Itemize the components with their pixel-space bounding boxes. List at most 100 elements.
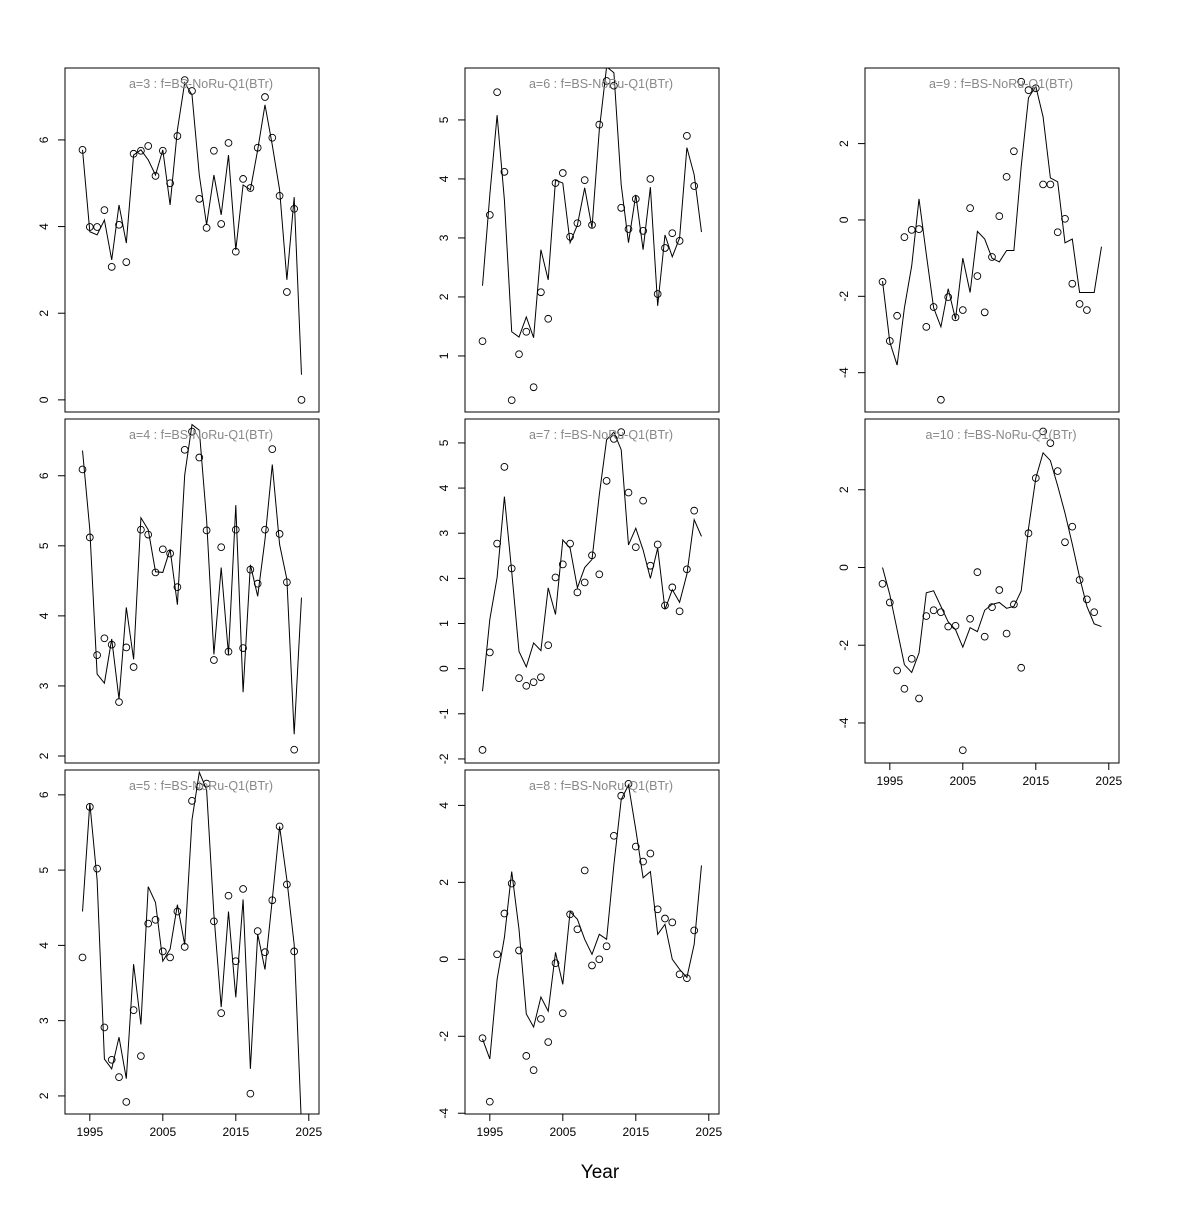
data-point <box>115 1073 123 1081</box>
data-point <box>558 560 567 569</box>
data-point <box>478 337 487 346</box>
data-point <box>958 306 967 314</box>
x-tick-label: 1995 <box>476 1125 503 1139</box>
data-point <box>966 614 974 623</box>
data-point <box>1010 147 1018 156</box>
panel-title: a=8 : f=BS-NoRu-Q1(BTr) <box>529 779 673 793</box>
data-point <box>217 1009 226 1017</box>
data-point <box>610 435 618 443</box>
data-point <box>180 445 189 454</box>
fitted-line <box>82 423 302 735</box>
data-point <box>653 540 662 549</box>
data-point <box>602 476 611 485</box>
x-tick-label: 2005 <box>149 1125 176 1139</box>
y-tick-label: 4 <box>37 612 51 619</box>
data-point <box>122 258 131 266</box>
data-point <box>93 651 101 659</box>
data-point <box>1083 595 1091 604</box>
data-point <box>1039 427 1047 436</box>
fitted-line <box>82 770 302 1114</box>
data-point <box>602 77 611 85</box>
data-point <box>522 1052 531 1060</box>
x-tick-label: 2025 <box>295 1125 322 1139</box>
data-point <box>1075 300 1084 308</box>
panel <box>78 423 302 754</box>
data-point <box>1002 629 1011 638</box>
y-tick-label: -2 <box>837 640 851 651</box>
data-point <box>631 543 640 552</box>
panel-title: a=5 : f=BS-NoRu-Q1(BTr) <box>129 779 273 793</box>
plot-frame <box>864 418 1120 764</box>
data-point <box>100 634 109 643</box>
data-point <box>537 1015 545 1023</box>
data-point <box>885 337 894 345</box>
data-point <box>675 970 684 979</box>
y-tick-label: 4 <box>37 223 51 230</box>
data-point <box>158 947 167 956</box>
data-point <box>602 942 611 951</box>
x-tick-label: 2025 <box>1095 774 1122 788</box>
x-tick-label: 2005 <box>949 774 976 788</box>
data-point <box>624 225 633 233</box>
data-point <box>158 146 167 155</box>
y-tick-label: 2 <box>37 310 51 317</box>
data-point <box>507 396 516 405</box>
data-point <box>195 782 204 791</box>
data-point <box>558 1009 567 1018</box>
panel <box>478 68 702 405</box>
data-point <box>639 496 647 505</box>
data-point <box>1068 279 1077 288</box>
y-tick-label: -4 <box>837 367 851 378</box>
plot-frame <box>64 67 320 413</box>
plot-frame <box>64 418 320 764</box>
y-tick-label: 0 <box>37 396 51 403</box>
panel <box>478 780 702 1106</box>
data-point <box>195 194 204 203</box>
data-point <box>639 857 647 866</box>
data-point <box>217 220 226 228</box>
data-point <box>239 175 247 183</box>
data-point <box>268 133 277 142</box>
data-point <box>137 146 145 155</box>
y-tick-label: 6 <box>37 791 51 798</box>
data-point <box>951 621 960 630</box>
data-point <box>653 290 662 298</box>
data-point <box>158 545 167 554</box>
y-tick-label: 2 <box>437 293 451 300</box>
data-point <box>915 225 923 233</box>
data-point <box>1090 608 1099 617</box>
y-tick-label: -2 <box>437 1031 451 1042</box>
plot-frame <box>64 769 320 1115</box>
data-point <box>261 525 269 534</box>
data-point <box>231 525 240 534</box>
y-tick-label: 0 <box>837 216 851 223</box>
y-tick-label: 1 <box>437 352 451 359</box>
data-point <box>573 588 582 597</box>
data-point <box>610 831 618 840</box>
data-point <box>544 641 553 650</box>
data-point <box>915 694 923 703</box>
y-tick-label: 5 <box>437 439 451 446</box>
data-point <box>537 288 545 297</box>
data-point <box>93 864 101 873</box>
data-point <box>661 244 669 252</box>
data-point <box>907 226 916 234</box>
data-point <box>529 678 538 687</box>
fitted-line <box>482 68 702 338</box>
data-point <box>173 907 182 916</box>
data-point <box>478 1034 487 1043</box>
data-point <box>900 233 909 241</box>
data-point <box>988 253 996 261</box>
data-point <box>107 1055 116 1064</box>
data-point <box>485 211 494 219</box>
plot-frame <box>464 769 720 1115</box>
data-point <box>144 142 153 150</box>
data-point <box>639 227 647 235</box>
data-point <box>275 530 284 538</box>
data-point <box>1002 172 1011 181</box>
data-point <box>900 684 909 693</box>
y-tick-label: -1 <box>437 708 451 719</box>
data-point <box>210 146 218 155</box>
y-tick-label: 4 <box>37 942 51 949</box>
y-tick-label: 6 <box>37 136 51 143</box>
